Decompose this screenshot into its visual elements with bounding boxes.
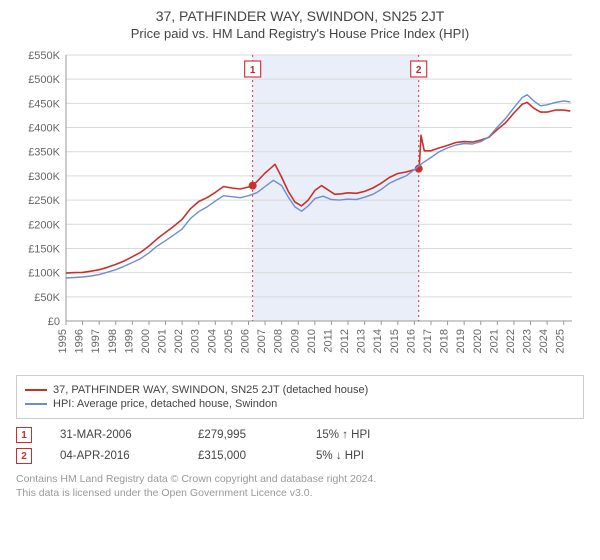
svg-text:2001: 2001	[157, 329, 169, 353]
svg-text:1999: 1999	[123, 329, 135, 353]
svg-text:2019: 2019	[455, 329, 467, 353]
svg-text:2005: 2005	[223, 329, 235, 353]
legend-label: HPI: Average price, detached house, Swin…	[53, 398, 277, 410]
svg-text:1998: 1998	[107, 329, 119, 353]
svg-text:2000: 2000	[140, 329, 152, 353]
svg-text:£450K: £450K	[28, 98, 60, 110]
legend-row: HPI: Average price, detached house, Swin…	[25, 398, 575, 410]
legend-swatch	[25, 403, 47, 405]
svg-text:2007: 2007	[256, 329, 268, 353]
svg-text:2002: 2002	[173, 329, 185, 353]
svg-text:2020: 2020	[472, 329, 484, 353]
svg-text:£250K: £250K	[28, 195, 60, 207]
footer-line-2: This data is licensed under the Open Gov…	[16, 486, 584, 500]
svg-text:£150K: £150K	[28, 243, 60, 255]
titles: 37, PATHFINDER WAY, SWINDON, SN25 2JT Pr…	[16, 8, 584, 41]
svg-text:2003: 2003	[190, 329, 202, 353]
events-table: 1 31-MAR-2006 £279,995 15% ↑ HPI 2 04-APR-201…	[16, 427, 584, 464]
svg-text:£350K: £350K	[28, 147, 60, 159]
svg-text:2016: 2016	[405, 329, 417, 353]
svg-text:£550K: £550K	[28, 50, 60, 62]
event-price: £315,000	[198, 450, 288, 462]
event-date: 31-MAR-2006	[60, 429, 170, 441]
svg-text:1997: 1997	[90, 329, 102, 353]
chart-svg: £0 £50K £100K £150K £200K £250K £300K £350K £400…	[16, 49, 578, 369]
svg-text:2023: 2023	[522, 329, 534, 353]
svg-text:2013: 2013	[356, 329, 368, 353]
legend-row: 37, PATHFINDER WAY, SWINDON, SN25 2JT (d…	[25, 384, 575, 396]
svg-text:2010: 2010	[306, 329, 318, 353]
chart-card: 37, PATHFINDER WAY, SWINDON, SN25 2JT Pr…	[0, 0, 600, 512]
footer-note: Contains HM Land Registry data © Crown c…	[16, 472, 584, 500]
svg-text:2025: 2025	[555, 329, 567, 353]
svg-text:2015: 2015	[389, 329, 401, 353]
svg-text:2024: 2024	[538, 329, 550, 353]
svg-text:2: 2	[416, 65, 422, 76]
svg-text:2012: 2012	[339, 329, 351, 353]
event-price: £279,995	[198, 429, 288, 441]
svg-text:£400K: £400K	[28, 123, 60, 135]
event-badge: 2	[16, 448, 32, 464]
event-delta: 5% ↓ HPI	[316, 450, 406, 462]
svg-text:2006: 2006	[239, 329, 251, 353]
title-line-2: Price paid vs. HM Land Registry's House …	[16, 26, 584, 41]
svg-text:2004: 2004	[206, 329, 218, 353]
svg-text:2017: 2017	[422, 329, 434, 353]
footer-line-1: Contains HM Land Registry data © Crown c…	[16, 472, 584, 486]
svg-text:2018: 2018	[439, 329, 451, 353]
svg-text:1995: 1995	[57, 329, 69, 353]
legend-swatch	[25, 389, 47, 391]
event-badge: 1	[16, 427, 32, 443]
legend-label: 37, PATHFINDER WAY, SWINDON, SN25 2JT (d…	[53, 384, 368, 396]
svg-text:£200K: £200K	[28, 219, 60, 231]
svg-text:2022: 2022	[505, 329, 517, 353]
legend-box: 37, PATHFINDER WAY, SWINDON, SN25 2JT (d…	[16, 375, 584, 419]
event-row: 2 04-APR-2016 £315,000 5% ↓ HPI	[16, 448, 584, 464]
chart-container: £0 £50K £100K £150K £200K £250K £300K £350K £400…	[16, 49, 584, 369]
svg-text:1: 1	[250, 65, 256, 76]
title-line-1: 37, PATHFINDER WAY, SWINDON, SN25 2JT	[16, 8, 584, 24]
svg-text:2008: 2008	[273, 329, 285, 353]
svg-text:2021: 2021	[488, 329, 500, 353]
svg-text:£300K: £300K	[28, 171, 60, 183]
event-date: 04-APR-2016	[60, 450, 170, 462]
svg-text:2014: 2014	[372, 329, 384, 353]
event-delta: 15% ↑ HPI	[316, 429, 406, 441]
svg-text:2011: 2011	[322, 329, 334, 353]
svg-text:£0: £0	[48, 316, 60, 328]
svg-text:1996: 1996	[74, 329, 86, 353]
svg-text:£500K: £500K	[28, 74, 60, 86]
svg-text:2009: 2009	[289, 329, 301, 353]
svg-text:£100K: £100K	[28, 268, 60, 280]
svg-text:£50K: £50K	[34, 292, 60, 304]
event-row: 1 31-MAR-2006 £279,995 15% ↑ HPI	[16, 427, 584, 443]
